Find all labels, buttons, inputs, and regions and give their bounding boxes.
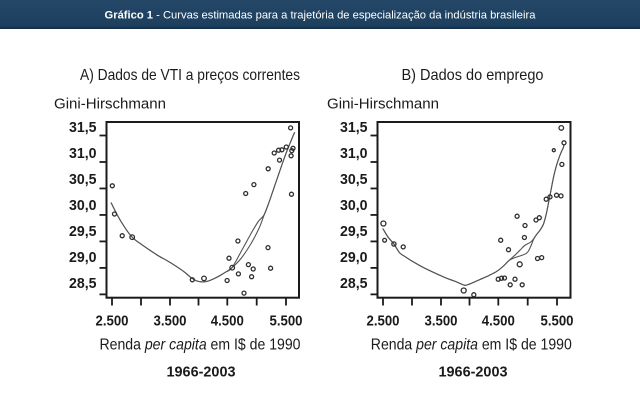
svg-text:31,0: 31,0	[69, 145, 97, 162]
svg-text:5.500: 5.500	[270, 313, 303, 330]
svg-text:2.500: 2.500	[96, 313, 129, 330]
svg-text:4.500: 4.500	[211, 313, 244, 330]
svg-text:3.500: 3.500	[425, 313, 458, 330]
svg-text:28,5: 28,5	[340, 275, 368, 292]
svg-text:30,0: 30,0	[69, 197, 97, 214]
svg-text:29,5: 29,5	[340, 223, 368, 240]
svg-text:3.500: 3.500	[154, 313, 187, 330]
svg-text:30,5: 30,5	[69, 171, 97, 188]
svg-text:Renda per capita em I$ de 1990: Renda per capita em I$ de 1990	[100, 337, 301, 354]
svg-text:30,5: 30,5	[340, 171, 368, 188]
svg-text:29,0: 29,0	[340, 249, 368, 266]
svg-text:30,0: 30,0	[340, 197, 368, 214]
svg-text:29,0: 29,0	[69, 249, 97, 266]
svg-text:A) Dados de VTI a preços corre: A) Dados de VTI a preços correntes	[80, 67, 300, 84]
svg-text:31,5: 31,5	[69, 119, 97, 136]
svg-text:4.500: 4.500	[482, 313, 515, 330]
svg-text:B) Dados do emprego: B) Dados do emprego	[402, 67, 544, 84]
svg-text:5.500: 5.500	[541, 313, 574, 330]
svg-text:31,0: 31,0	[340, 145, 368, 162]
svg-text:31,5: 31,5	[340, 119, 368, 136]
svg-text:1966-2003: 1966-2003	[439, 364, 508, 381]
svg-text:29,5: 29,5	[69, 223, 97, 240]
svg-text:Renda per capita em I$ de 1990: Renda per capita em I$ de 1990	[371, 337, 572, 354]
svg-text:2.500: 2.500	[367, 313, 400, 330]
svg-text:28,5: 28,5	[69, 275, 97, 292]
svg-text:Gini-Hirschmann: Gini-Hirschmann	[327, 96, 439, 113]
svg-text:Gini-Hirschmann: Gini-Hirschmann	[54, 96, 166, 113]
svg-text:Gráfico 1 - Curvas estimadas p: Gráfico 1 - Curvas estimadas para a traj…	[105, 9, 537, 21]
svg-text:1966-2003: 1966-2003	[167, 364, 236, 381]
